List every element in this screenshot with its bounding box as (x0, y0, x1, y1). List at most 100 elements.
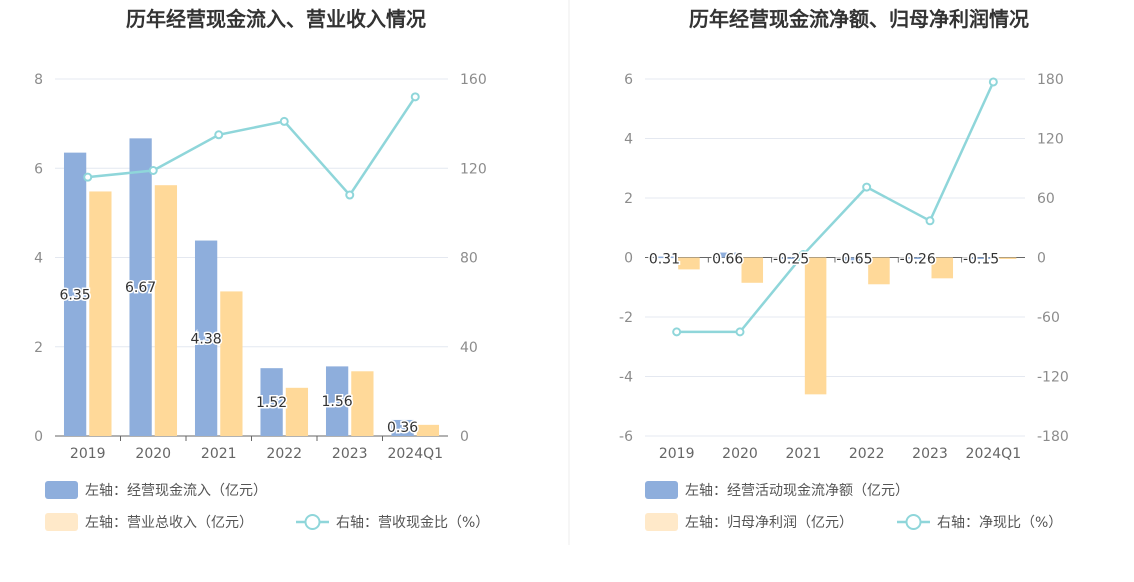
bar-primary (653, 256, 676, 259)
bar-secondary (931, 257, 954, 279)
legend-label: 左轴：归母净利润（亿元） (685, 514, 853, 531)
y-left-tick-label: 8 (34, 72, 43, 88)
bar-data-label: -0.25 (773, 252, 809, 268)
legend-swatch-primary (45, 481, 78, 499)
bar-primary (325, 366, 349, 436)
x-tick-label: 2023 (912, 446, 948, 462)
y-right-tick-label: -180 (1037, 429, 1069, 445)
y-right-tick-label: 40 (460, 340, 478, 356)
y-right-tick-label: 180 (1037, 72, 1064, 88)
bar-secondary (351, 371, 374, 436)
y-left-tick-label: 4 (34, 251, 43, 267)
y-left-tick-label: -6 (619, 429, 633, 445)
y-right-tick-label: 0 (1037, 251, 1046, 267)
legend-label: 左轴：经营活动现金流净额（亿元） (685, 483, 909, 499)
line-point (214, 130, 224, 140)
x-tick-label: 2020 (135, 446, 171, 462)
y-right-tick-label: -60 (1037, 310, 1060, 326)
line-series (676, 81, 995, 334)
line-point (279, 116, 289, 126)
chart-title: 历年经营现金流入、营业收入情况 (126, 7, 426, 31)
line-point (798, 250, 808, 260)
bar-data-label: 0.66 (712, 252, 743, 268)
y-left-tick-label: 6 (624, 72, 633, 88)
bar-primary (906, 257, 929, 259)
legend-swatch-primary (645, 481, 678, 499)
bar-primary (194, 240, 218, 436)
chart-title: 历年经营现金流净额、归母净利润情况 (689, 7, 1029, 31)
line-point (672, 327, 682, 337)
bar-secondary (285, 387, 309, 436)
x-tick-label: 2024Q1 (387, 446, 443, 462)
bar-data-label: 1.56 (322, 394, 353, 410)
y-left-tick-label: 2 (34, 340, 43, 356)
line-point (988, 77, 998, 87)
y-right-tick-label: -120 (1037, 370, 1069, 386)
bar-data-label: -0.65 (836, 252, 872, 268)
legend-label: 右轴：净现比（%） (937, 515, 1062, 531)
bar-secondary (741, 257, 764, 283)
y-right-tick-label: 120 (1037, 132, 1064, 148)
bar-data-label: 6.67 (125, 280, 156, 296)
y-right-tick-label: 160 (460, 72, 487, 88)
line-point (83, 172, 93, 182)
bar-data-label: 0.36 (387, 420, 418, 436)
x-tick-label: 2021 (201, 446, 237, 462)
legend-swatch-secondary (645, 513, 678, 531)
bar-data-label: 0.31 (649, 252, 680, 268)
y-left-tick-label: -4 (619, 370, 633, 386)
x-tick-label: 2022 (849, 446, 885, 462)
bar-primary (843, 257, 866, 263)
line-point (735, 327, 745, 337)
line-point (925, 216, 935, 226)
bar-primary (391, 419, 414, 436)
bar-primary (129, 138, 152, 436)
x-tick-label: 2021 (786, 446, 822, 462)
bar-secondary (89, 191, 112, 436)
x-tick-label: 2020 (722, 446, 758, 462)
bar-secondary (678, 257, 700, 270)
line-series (87, 96, 417, 198)
y-left-tick-label: 6 (34, 161, 43, 177)
legend-label: 左轴：经营现金流入（亿元） (85, 483, 267, 499)
bar-secondary (804, 257, 827, 395)
bar-secondary (994, 257, 1017, 259)
y-right-tick-label: 80 (460, 251, 478, 267)
x-tick-label: 2022 (266, 446, 302, 462)
bar-data-label: 6.35 (60, 287, 91, 303)
legend-swatch-line-marker (905, 514, 922, 530)
bar-data-label: -0.15 (963, 252, 999, 268)
bar-data-label: 1.52 (256, 395, 287, 411)
x-tick-label: 2024Q1 (966, 446, 1022, 462)
legend-label: 左轴：营业总收入（亿元） (85, 515, 253, 531)
bar-data-label: -0.26 (900, 252, 936, 268)
bar-primary (63, 152, 87, 436)
bar-data-label: 4.38 (191, 331, 222, 347)
y-left-tick-label: 2 (624, 191, 633, 207)
y-left-tick-label: 0 (34, 429, 43, 445)
x-tick-label: 2023 (332, 446, 368, 462)
bar-secondary (154, 185, 178, 436)
bar-primary (260, 368, 283, 436)
line-point (148, 165, 158, 175)
y-left-tick-label: 4 (624, 132, 633, 148)
bar-secondary (220, 291, 243, 436)
legend-swatch-line-marker (304, 514, 321, 530)
y-right-tick-label: 60 (1037, 191, 1055, 207)
bar-secondary (868, 257, 890, 285)
legend-label: 右轴：营收现金比（%） (336, 515, 489, 531)
y-left-tick-label: 0 (624, 251, 633, 267)
y-right-tick-label: 120 (460, 161, 487, 177)
line-point (345, 190, 355, 200)
x-tick-label: 2019 (659, 446, 695, 462)
line-point (410, 92, 420, 102)
x-tick-label: 2019 (70, 446, 106, 462)
bar-primary (970, 257, 992, 259)
y-left-tick-label: -2 (619, 310, 633, 326)
chart-panel-net-cashflow: 历年经营现金流净额、归母净利润情况 -6 -4 -2 0 2 4 6 -180 -120 -60 0 6… (619, 7, 1069, 531)
bar-primary (780, 257, 802, 259)
line-point (862, 182, 872, 192)
legend-swatch-secondary (45, 513, 78, 531)
